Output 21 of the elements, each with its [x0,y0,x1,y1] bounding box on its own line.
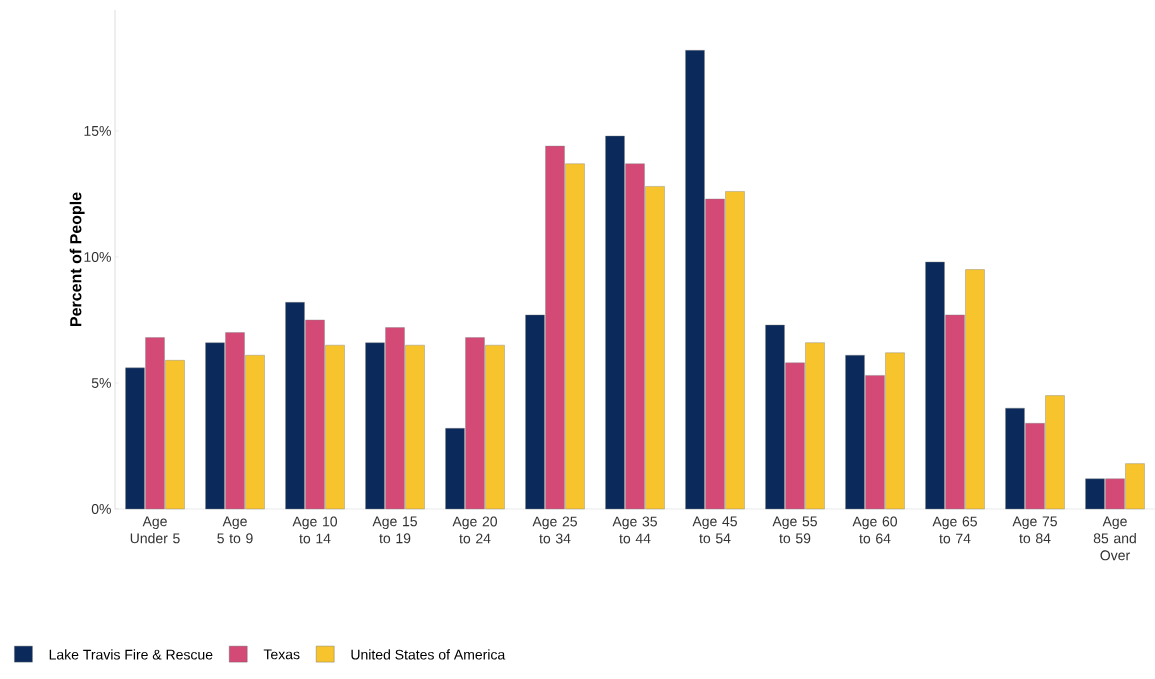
x-tick-label: Age 65 to 74 [932,516,977,544]
x-tick-label: Age 10 to 14 [292,516,338,544]
x-tick-label: Age 20 to 24 [452,516,498,544]
legend-label: Lake Travis Fire & Rescue [49,649,213,660]
x-tick-label: Age 55 to 59 [772,516,817,544]
y-tick-label: 0% [91,504,111,514]
y-tick-label: 5% [91,378,111,388]
x-tick-label: Age 85 and Over [1093,516,1136,561]
x-tick-label: Age 60 to 64 [852,516,898,544]
x-tick-label: Age 5 to 9 [217,516,253,544]
x-tick-label: Age 45 to 54 [692,516,737,544]
y-tick-label: 10% [84,252,111,262]
x-tick-label: Age 75 to 84 [1012,516,1057,544]
y-axis-title: Percent of People [69,192,85,326]
x-tick-label: Age Under 5 [130,516,180,544]
y-tick-label: 15% [84,126,111,136]
x-tick-label: Age 25 to 34 [532,516,577,544]
legend-label: Texas [263,649,300,660]
x-tick-label: Age 35 to 44 [612,516,657,544]
legend-label: United States of America [351,649,506,660]
x-tick-label: Age 15 to 19 [372,516,417,544]
